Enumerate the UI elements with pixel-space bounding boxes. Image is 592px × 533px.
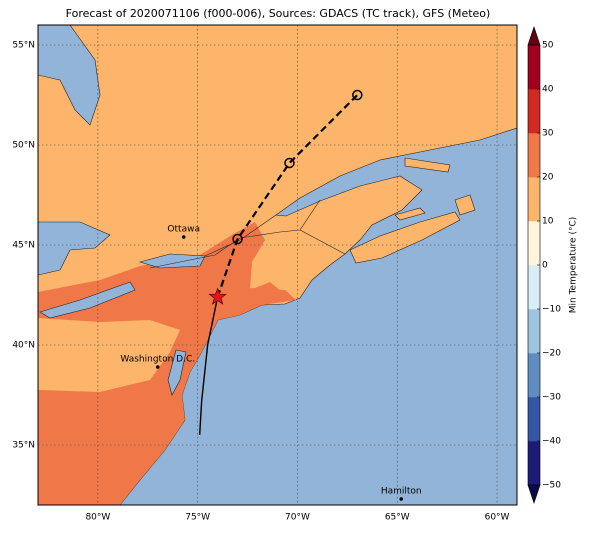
anticosti: [404, 157, 451, 173]
lake-erie: [39, 281, 136, 319]
city-label: Washington D.C.: [120, 355, 195, 365]
colorbar-extend-high: [527, 26, 541, 46]
colorbar-tick-label: −20: [542, 349, 561, 359]
grid: [38, 25, 517, 505]
chesapeake: [167, 349, 187, 396]
track-point: [352, 89, 363, 101]
colorbar-tick-label: 0: [542, 261, 548, 271]
current-position: [208, 287, 227, 305]
colorbar-tick-label: 30: [542, 129, 554, 139]
colorbar-band: [528, 89, 540, 134]
city-label: Ottawa: [167, 225, 200, 235]
colorbar-band: [528, 441, 540, 486]
lat-tick-label: 40°N: [12, 341, 35, 351]
borders: [149, 199, 346, 269]
colorbar-tick-label: 50: [542, 41, 554, 51]
colorbar-tick-label: 40: [542, 85, 554, 95]
colorbar-tick-label: −30: [542, 393, 561, 403]
colorbar: −50 −40 −30 −20 −10 0 10 20 30 40 50: [527, 26, 561, 504]
warm-patch: [250, 282, 282, 300]
lat-tick-label: 55°N: [12, 41, 35, 51]
nova-scotia: [349, 211, 461, 264]
lon-tick-label: 60°W: [485, 513, 510, 523]
track-point: [232, 233, 243, 245]
lat-tick-label: 45°N: [12, 241, 35, 251]
colorbar-band: [528, 353, 540, 398]
colorbar-tick-label: 20: [542, 173, 554, 183]
lake-ontario: [138, 253, 206, 269]
title: Forecast of 2020071106 (f000-006), Sourc…: [66, 7, 491, 20]
colorbar-band: [528, 397, 540, 442]
track-observed: [198, 296, 219, 436]
colorbar-band: [528, 133, 540, 178]
city-dot: [181, 235, 186, 239]
colorbar-label: Min Temperature (°C): [569, 217, 579, 314]
colorbar-band: [528, 221, 540, 266]
track-point: [284, 157, 295, 169]
cape-breton: [454, 194, 476, 216]
colorbar-extend-low: [527, 484, 541, 504]
pei: [394, 207, 426, 221]
colorbar-tick-label: −10: [542, 305, 561, 315]
lon-tick-label: 80°W: [85, 513, 110, 523]
colorbar-tick-label: 10: [542, 217, 554, 227]
st-lawrence: [204, 214, 277, 257]
lake-huron: [38, 221, 111, 276]
lon-tick-label: 65°W: [385, 513, 410, 523]
track: [198, 89, 363, 436]
lat-tick-label: 35°N: [12, 441, 35, 451]
colorbar-band: [528, 265, 540, 310]
track-forecast: [216, 94, 359, 298]
james-bay: [38, 25, 101, 126]
lon-tick-label: 75°W: [185, 513, 210, 523]
city-dot: [399, 497, 404, 501]
city-dot: [155, 365, 160, 369]
lat-tick-label: 50°N: [12, 141, 35, 151]
frame: [37, 24, 518, 506]
colorbar-tick-label: −40: [542, 437, 561, 447]
colorbar-tick-label: −50: [542, 481, 561, 491]
city-label: Hamilton: [381, 487, 422, 497]
map-area: [38, 25, 517, 505]
colorbar-band: [528, 45, 540, 90]
colorbar-band: [528, 177, 540, 222]
colorbar-band: [528, 309, 540, 354]
lon-tick-label: 70°W: [285, 513, 310, 523]
